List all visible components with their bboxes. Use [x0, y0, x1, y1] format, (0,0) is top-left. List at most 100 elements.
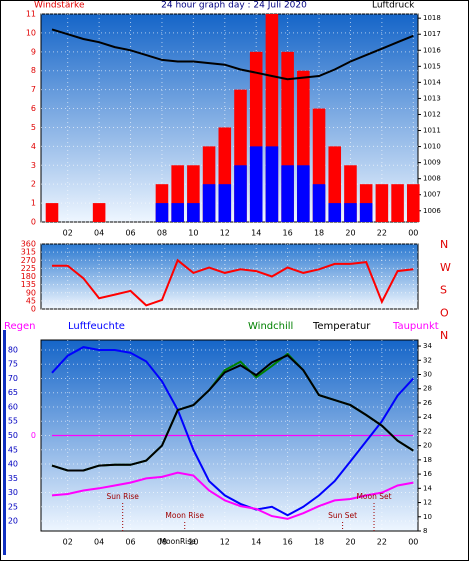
- bar: [187, 203, 200, 222]
- direction-label: N: [440, 329, 448, 342]
- y-tick-label: 35: [8, 474, 18, 483]
- bar: [265, 146, 279, 222]
- y-axis-title: Windstärke: [34, 1, 85, 11]
- bar: [312, 184, 326, 222]
- series-line: [51, 28, 414, 81]
- x-tick-label: 18: [314, 538, 324, 547]
- y-tick-label: 11: [26, 10, 36, 19]
- x-tick-label: 16: [283, 229, 293, 238]
- y2-tick-label: 28: [423, 385, 432, 393]
- y2-tick-label: 24: [423, 413, 432, 421]
- direction-label: N: [440, 238, 448, 251]
- direction-label: W: [440, 261, 451, 274]
- side-bar: [3, 330, 6, 555]
- annotation: Sun Set: [328, 511, 357, 520]
- y-tick-label: 315: [21, 248, 36, 257]
- legend-label: Luftfeuchte: [68, 321, 125, 332]
- x-tick-label: 14: [251, 229, 261, 238]
- bar: [249, 146, 263, 222]
- y-tick-label: 4: [31, 142, 36, 151]
- y-tick-label: 65: [8, 388, 18, 397]
- y2-tick-label: 1014: [423, 78, 441, 86]
- y-tick-label: 75: [8, 360, 18, 369]
- x-tick-label: 08: [157, 538, 167, 547]
- x-tick-label: 00: [408, 229, 418, 238]
- y-tick-label: 3: [31, 161, 36, 170]
- y2-tick-label: 12: [423, 499, 432, 507]
- y2-tick-label: 1012: [423, 110, 441, 118]
- bar: [171, 203, 184, 222]
- bar: [234, 165, 247, 222]
- bar: [391, 184, 404, 222]
- y2-tick-label: 10: [423, 513, 432, 521]
- y-tick-label: 10: [26, 28, 36, 37]
- bar: [92, 203, 106, 222]
- y2-tick-label: 1010: [423, 143, 441, 151]
- bar: [45, 203, 59, 222]
- y2-tick-label: 1006: [423, 207, 441, 215]
- y-tick-label: 0: [31, 218, 36, 227]
- x-tick-label: 04: [94, 538, 104, 547]
- y-tick-label: 8: [31, 66, 36, 75]
- x-tick-label: 14: [251, 538, 261, 547]
- y2-tick-label: 1017: [423, 30, 441, 38]
- y-tick-label: 30: [8, 488, 18, 497]
- y2-tick-label: 30: [423, 371, 432, 379]
- y2-axis-title: Luftdruck: [372, 1, 415, 11]
- y2-tick-label: 14: [423, 484, 432, 492]
- x-tick-label: 16: [283, 538, 293, 547]
- x-tick-label: 10: [188, 538, 198, 547]
- x-tick-label: 02: [63, 229, 73, 238]
- y2-tick-label: 1018: [423, 14, 441, 22]
- series-line: [52, 258, 414, 307]
- y-tick-label: 270: [21, 256, 36, 265]
- y2-tick-label: 22: [423, 427, 432, 435]
- y-tick-label: 2: [31, 180, 36, 189]
- y2-tick-label: 32: [423, 356, 432, 364]
- y-tick-label: 40: [8, 460, 18, 469]
- y-tick-label: 135: [21, 280, 36, 289]
- y2-tick-label: 8: [423, 527, 427, 535]
- annotation: Moon Rise: [165, 511, 204, 520]
- y-tick-label: 45: [26, 296, 36, 305]
- x-tick-label: 12: [220, 538, 230, 547]
- chart-title: 24 hour graph day : 24 Juli 2020: [161, 1, 307, 11]
- y-tick-label: 80: [8, 345, 18, 354]
- legend-label: Temperatur: [312, 321, 371, 332]
- x-tick-label: 06: [125, 538, 135, 547]
- legend-label: Windchill: [248, 321, 293, 332]
- y3-tick-label: 0: [31, 431, 36, 440]
- y2-tick-label: 1009: [423, 159, 441, 167]
- y-tick-label: 20: [8, 517, 18, 526]
- x-tick-label: 18: [314, 229, 324, 238]
- x-tick-label: 06: [125, 229, 135, 238]
- y2-tick-label: 1011: [423, 127, 441, 135]
- y-tick-label: 180: [21, 272, 36, 281]
- bar: [218, 184, 232, 222]
- y2-tick-label: 1007: [423, 191, 441, 199]
- bar: [297, 165, 310, 222]
- y-tick-label: 9: [31, 47, 36, 56]
- x-tick-label: 20: [345, 229, 355, 238]
- bar: [155, 203, 169, 222]
- y2-tick-label: 1008: [423, 175, 441, 183]
- bar: [202, 184, 216, 222]
- x-tick-label: 08: [157, 229, 167, 238]
- annotation: Moon Set: [356, 492, 391, 501]
- bar: [407, 184, 420, 222]
- x-tick-label: 00: [408, 538, 418, 547]
- y2-tick-label: 34: [423, 342, 432, 350]
- y2-tick-label: 16: [423, 470, 432, 478]
- y-tick-label: 225: [21, 264, 36, 273]
- y-tick-label: 7: [31, 85, 36, 94]
- y-tick-label: 5: [31, 123, 36, 132]
- y-tick-label: 6: [31, 104, 36, 113]
- y2-tick-label: 1013: [423, 94, 441, 102]
- y-tick-label: 90: [26, 288, 36, 297]
- y-tick-label: 55: [8, 417, 18, 426]
- series-line: [51, 354, 414, 472]
- y-tick-label: 0: [31, 305, 36, 314]
- y2-tick-label: 1015: [423, 62, 441, 70]
- bar: [281, 165, 294, 222]
